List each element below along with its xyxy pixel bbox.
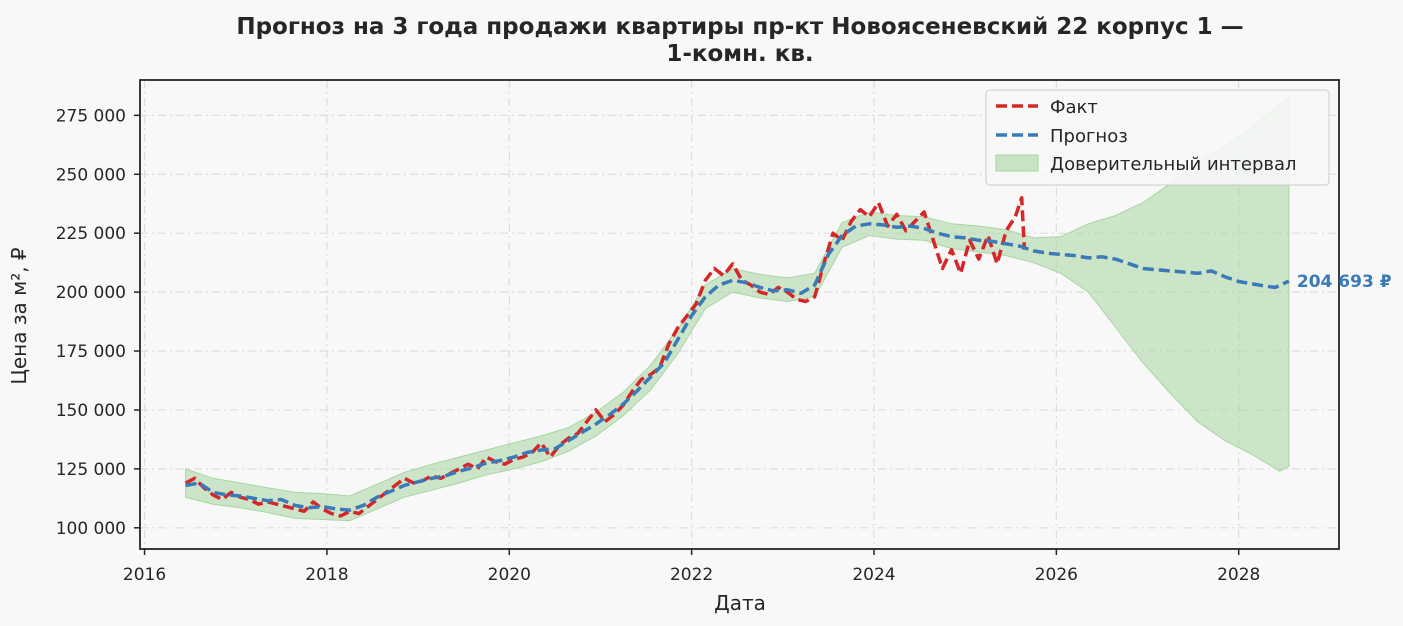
confidence-interval-band [185,95,1290,522]
x-tick-label: 2028 [1217,565,1260,585]
y-axis-label: Цена за м², ₽ [7,247,31,385]
y-axis-ticks: 100 000 125 000 150 000 175 000 200 000 225 0… [56,106,140,539]
x-tick-label: 2022 [670,565,713,585]
x-tick-label: 2016 [123,565,166,585]
y-tick-label: 200 000 [56,283,126,303]
legend-label-fact: Факт [1050,97,1098,118]
legend-swatch-confidence-interval [995,154,1039,172]
x-axis-label: Дата [714,591,766,615]
series-line-forecast [185,222,1290,512]
x-tick-label: 2026 [1035,565,1078,585]
forecast-end-value-label: 204 693 ₽ [1297,272,1392,292]
x-axis-ticks: 2016 2018 2020 2022 2024 2026 2028 [123,549,1260,585]
plot-frame [139,79,1340,550]
chart-title-line2: 1-комн. кв. [666,41,813,67]
legend: Факт Прогноз Доверительный интервал [985,89,1330,186]
series-line-fact [184,196,1027,518]
y-tick-label: 150 000 [56,401,126,421]
y-tick-label: 275 000 [56,106,126,126]
chart-title-line1: Прогноз на 3 года продажи квартиры пр-кт… [236,14,1243,40]
legend-label-confidence-interval: Доверительный интервал [1050,154,1297,175]
legend-label-forecast: Прогноз [1050,126,1128,147]
legend-box [985,89,1330,186]
y-tick-label: 175 000 [56,342,126,362]
y-tick-label: 225 000 [56,224,126,244]
y-tick-label: 250 000 [56,165,126,185]
x-tick-label: 2020 [488,565,531,585]
y-tick-label: 125 000 [56,460,126,480]
y-tick-label: 100 000 [56,519,126,539]
x-tick-label: 2024 [852,565,895,585]
x-tick-label: 2018 [305,565,348,585]
